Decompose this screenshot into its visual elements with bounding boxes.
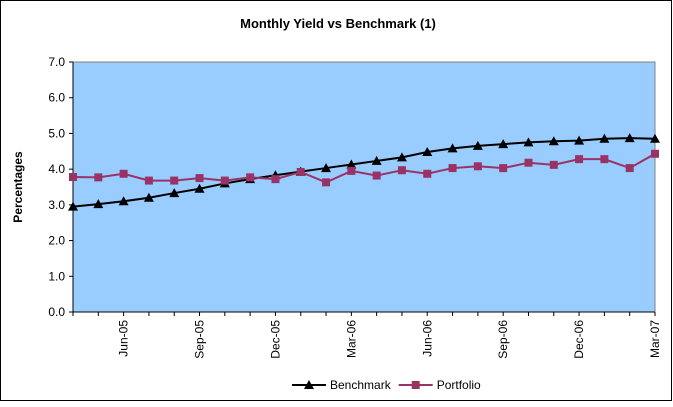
marker (118, 196, 129, 206)
x-tick-label: Dec-06 (572, 320, 586, 359)
marker (119, 169, 128, 178)
marker (195, 174, 204, 183)
legend-label: Portfolio (437, 378, 481, 392)
marker (93, 199, 104, 209)
x-tick-label: Sep-06 (496, 320, 510, 359)
x-tick-label: Dec-05 (268, 320, 282, 359)
y-tick-label: 4.0 (48, 162, 65, 176)
marker (346, 159, 357, 169)
marker (625, 164, 634, 173)
marker (397, 166, 406, 175)
x-tick-label: Mar-06 (344, 320, 358, 358)
marker (423, 169, 432, 178)
x-tick-label: Jun-06 (420, 320, 434, 357)
marker (194, 183, 205, 193)
marker (498, 139, 509, 149)
marker (411, 381, 420, 389)
y-tick-label: 6.0 (48, 91, 65, 105)
marker (549, 160, 558, 169)
y-tick-label: 5.0 (48, 126, 65, 140)
marker (220, 176, 229, 185)
marker (651, 149, 659, 158)
chart-title: Monthly Yield vs Benchmark (1) (240, 16, 436, 31)
plot-area (72, 61, 656, 313)
marker (170, 176, 179, 185)
series (69, 149, 659, 187)
series-line (72, 152, 656, 184)
marker (321, 163, 332, 173)
marker (599, 133, 610, 143)
y-tick-label: 3.0 (48, 198, 65, 212)
marker (271, 175, 280, 184)
marker (422, 147, 433, 156)
marker (68, 201, 78, 211)
marker (246, 173, 255, 182)
marker (296, 168, 305, 176)
y-tick-label: 1.0 (48, 269, 65, 283)
y-tick-label: 0.0 (48, 305, 65, 319)
x-tick-label: Sep-05 (193, 320, 207, 359)
marker (524, 158, 533, 167)
marker (574, 135, 585, 145)
marker (499, 164, 508, 173)
marker (473, 162, 482, 171)
series-line (72, 137, 656, 208)
x-tick-label: Jun-05 (117, 320, 131, 357)
marker (447, 143, 458, 153)
marker (448, 164, 457, 173)
marker (523, 137, 534, 147)
marker (322, 178, 331, 187)
marker (372, 171, 381, 180)
marker (396, 152, 407, 162)
legend-label: Benchmark (330, 378, 392, 392)
y-tick-label: 2.0 (48, 234, 65, 248)
marker (143, 192, 154, 202)
marker (169, 188, 180, 198)
x-tick-label: Mar-07 (648, 320, 662, 358)
marker (600, 155, 609, 164)
y-tick-label: 7.0 (48, 55, 65, 69)
marker (548, 136, 559, 146)
marker (650, 133, 660, 143)
marker (69, 173, 77, 181)
marker (304, 380, 314, 389)
marker (624, 133, 635, 143)
marker (347, 166, 356, 175)
marker (575, 155, 584, 164)
marker (144, 176, 153, 185)
marker (472, 140, 483, 150)
marker (94, 173, 103, 182)
marker (371, 155, 382, 165)
y-axis-title: Percentages (11, 151, 25, 223)
